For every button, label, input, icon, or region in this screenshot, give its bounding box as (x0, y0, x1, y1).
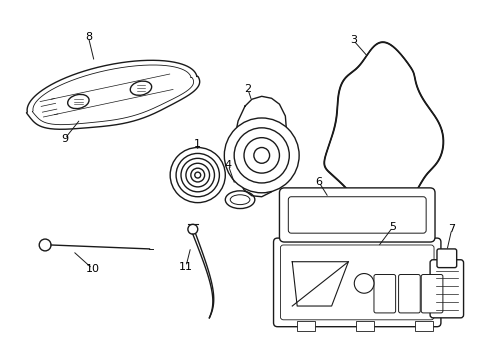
Text: 3: 3 (349, 35, 356, 45)
Circle shape (353, 274, 373, 293)
Bar (414, 321, 432, 330)
FancyBboxPatch shape (279, 188, 434, 242)
Circle shape (187, 224, 197, 234)
Polygon shape (26, 60, 199, 129)
Bar (356, 321, 373, 330)
FancyBboxPatch shape (436, 249, 456, 267)
Text: 10: 10 (85, 264, 99, 274)
Text: 9: 9 (61, 134, 68, 144)
FancyBboxPatch shape (398, 275, 419, 313)
Text: 11: 11 (179, 262, 193, 272)
Text: 1: 1 (194, 139, 201, 149)
FancyBboxPatch shape (429, 260, 463, 318)
Circle shape (176, 153, 219, 197)
FancyBboxPatch shape (373, 275, 395, 313)
Circle shape (190, 168, 204, 182)
FancyBboxPatch shape (420, 275, 442, 313)
Text: 8: 8 (85, 32, 92, 42)
Ellipse shape (225, 191, 254, 208)
FancyBboxPatch shape (288, 197, 425, 233)
Circle shape (170, 148, 225, 203)
Ellipse shape (67, 94, 89, 109)
Circle shape (244, 138, 279, 173)
Circle shape (253, 148, 269, 163)
FancyBboxPatch shape (280, 245, 433, 320)
Text: 2: 2 (244, 84, 251, 94)
Text: 6: 6 (315, 177, 322, 187)
Circle shape (234, 128, 289, 183)
FancyBboxPatch shape (273, 238, 440, 327)
Ellipse shape (130, 81, 151, 95)
Circle shape (185, 163, 209, 187)
Polygon shape (234, 96, 286, 197)
Polygon shape (292, 262, 347, 306)
Circle shape (194, 172, 200, 178)
Circle shape (224, 118, 299, 193)
Circle shape (39, 239, 51, 251)
Circle shape (181, 158, 214, 192)
Bar (297, 321, 314, 330)
Text: 7: 7 (447, 224, 454, 234)
Text: 5: 5 (388, 222, 395, 232)
Ellipse shape (230, 195, 249, 204)
Text: 4: 4 (224, 160, 231, 170)
